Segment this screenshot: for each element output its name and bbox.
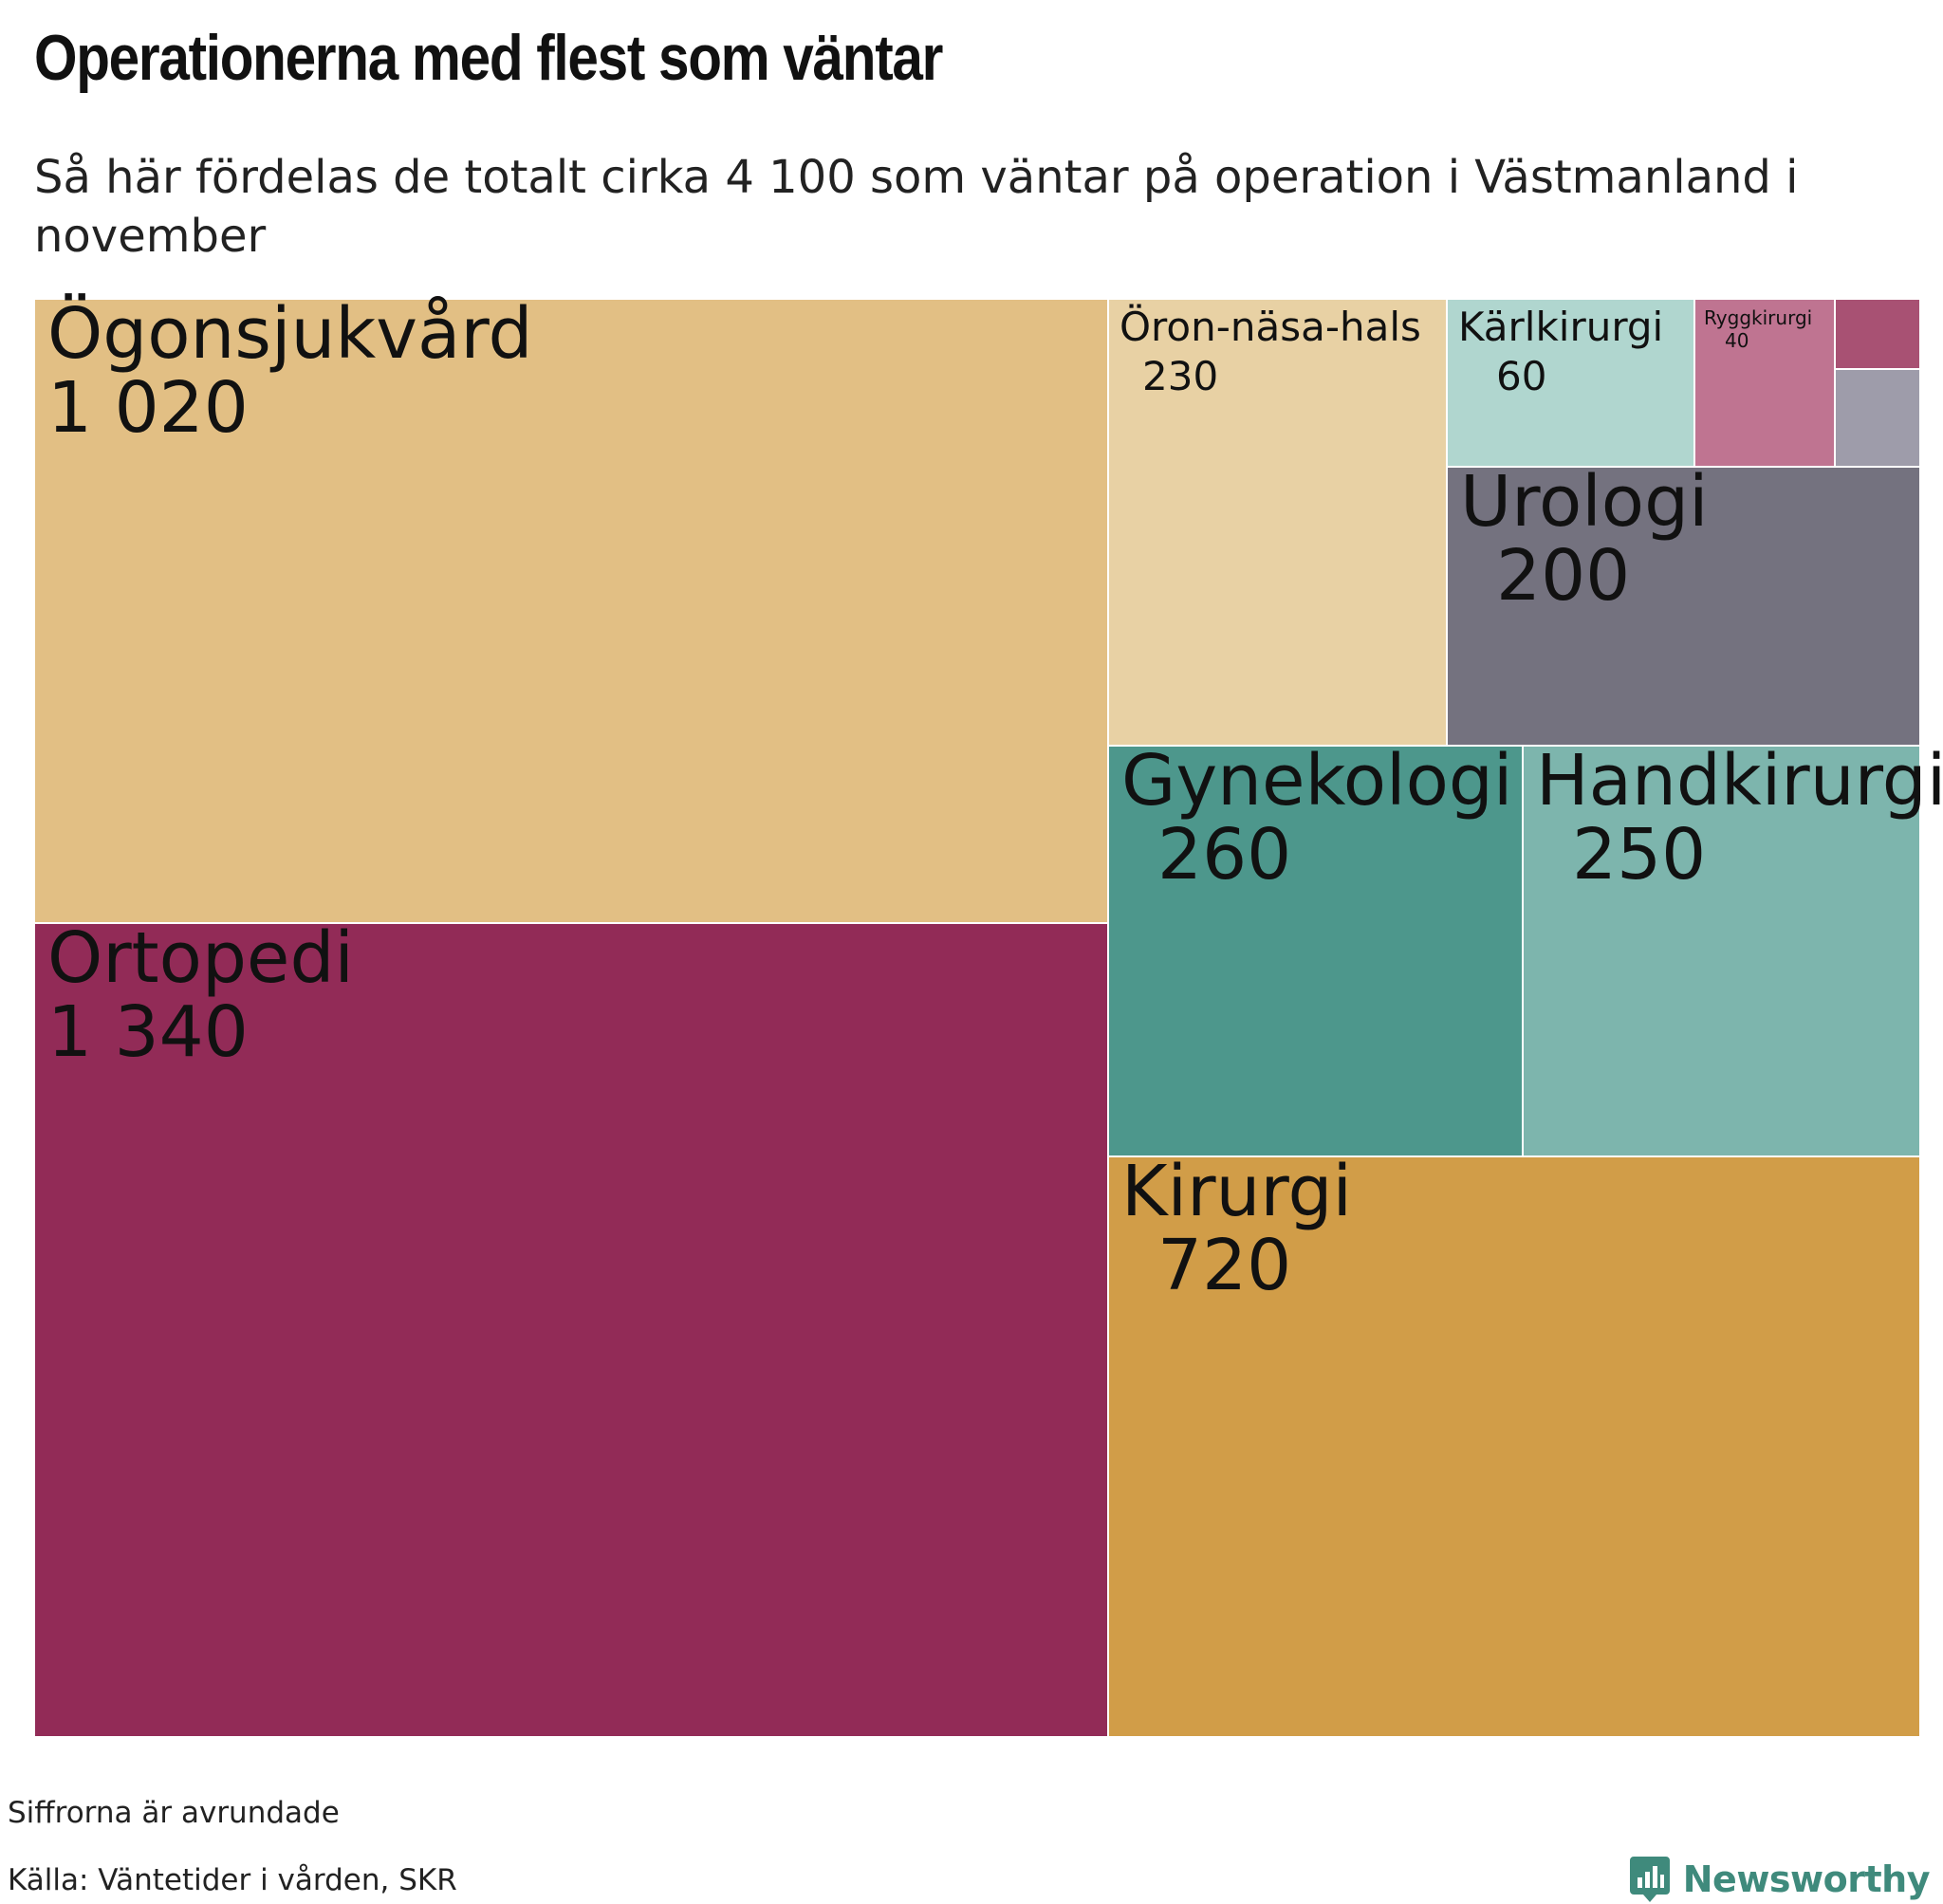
treemap-label-oron-nasa-hals: Öron-näsa-hals <box>1120 303 1421 350</box>
newsworthy-logo-icon <box>1629 1857 1670 1902</box>
treemap-label-kirurgi: Kirurgi <box>1121 1151 1352 1232</box>
treemap-value-karlkirurgi: 60 <box>1496 353 1546 399</box>
treemap-rect-ogonsjukvard <box>33 298 1109 924</box>
treemap-value-kirurgi: 720 <box>1157 1225 1291 1306</box>
treemap-rect-ryggkirurgi <box>1693 298 1836 468</box>
treemap-label-karlkirurgi: Kärlkirurgi <box>1458 304 1663 350</box>
treemap-label-ogonsjukvard: Ögonsjukvård <box>47 292 533 375</box>
newsworthy-logo-text: Newsworthy <box>1682 1858 1931 1900</box>
rounding-note: Siffrorna är avrundade <box>8 1796 340 1830</box>
treemap-value-oron-nasa-hals: 230 <box>1142 353 1218 399</box>
source-note: Källa: Väntetider i vården, SKR <box>8 1863 457 1897</box>
treemap-value-gynekologi: 260 <box>1157 814 1291 896</box>
treemap-label-urologi: Urologi <box>1460 461 1709 543</box>
treemap-rect-karlkirurgi <box>1446 298 1695 468</box>
treemap-value-urologi: 200 <box>1496 535 1630 617</box>
treemap-rect-unlabeled-9 <box>1834 298 1921 370</box>
treemap-rect-kirurgi <box>1107 1155 1921 1738</box>
chart-title: Operationerna med flest som väntar <box>34 22 943 94</box>
treemap-rect-handkirurgi <box>1522 745 1921 1157</box>
newsworthy-logo: Newsworthy <box>1628 1855 1931 1904</box>
treemap-cell-unlabeled-9 <box>1834 298 1921 370</box>
treemap-label-ryggkirurgi: Ryggkirurgi <box>1704 306 1812 329</box>
treemap-cell-unlabeled-10 <box>1834 368 1921 468</box>
treemap-label-gynekologi: Gynekologi <box>1121 740 1512 822</box>
chart-subtitle: Så här fördelas de totalt cirka 4 100 so… <box>34 151 1799 263</box>
treemap-label-handkirurgi: Handkirurgi <box>1536 740 1943 822</box>
treemap-label-ortopedi: Ortopedi <box>47 917 354 999</box>
treemap-rect-gynekologi <box>1107 745 1524 1157</box>
treemap-value-handkirurgi: 250 <box>1572 814 1706 896</box>
treemap-rect-unlabeled-10 <box>1834 368 1921 468</box>
treemap-rect-oron-nasa-hals <box>1107 298 1448 747</box>
treemap-value-ogonsjukvard: 1 020 <box>47 367 249 449</box>
treemap-value-ryggkirurgi: 40 <box>1725 329 1749 352</box>
treemap-value-ortopedi: 1 340 <box>47 991 249 1073</box>
